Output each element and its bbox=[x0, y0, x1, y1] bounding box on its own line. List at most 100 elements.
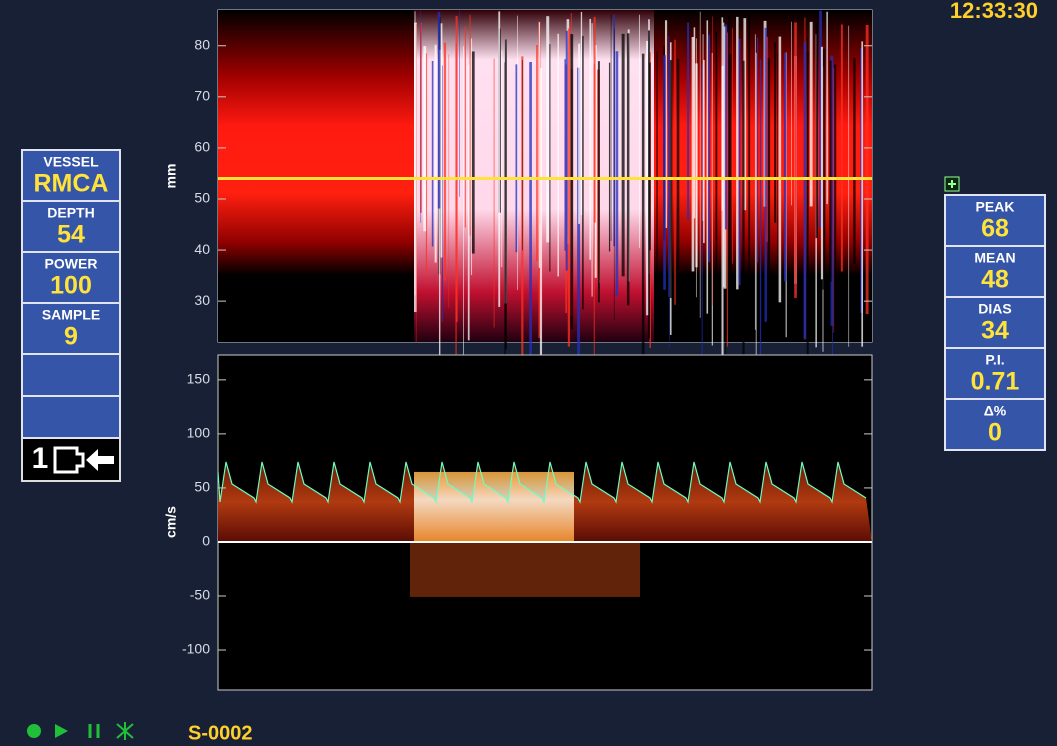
streak bbox=[440, 23, 443, 258]
streak bbox=[522, 60, 523, 251]
mmode-band bbox=[218, 10, 414, 342]
y-tick-label: 70 bbox=[194, 88, 210, 104]
streak bbox=[695, 38, 697, 298]
y-tick-label: 50 bbox=[194, 479, 210, 495]
streak bbox=[687, 22, 690, 221]
streak bbox=[420, 10, 422, 223]
play-button[interactable] bbox=[55, 724, 68, 738]
streak bbox=[721, 65, 724, 396]
streak bbox=[613, 28, 615, 321]
streak bbox=[848, 25, 850, 347]
streak bbox=[693, 27, 696, 219]
probe-arrow bbox=[86, 449, 114, 471]
streak bbox=[626, 33, 630, 306]
streak bbox=[728, 54, 732, 318]
streak bbox=[668, 36, 670, 263]
streak bbox=[723, 22, 725, 288]
param-value: 0.71 bbox=[971, 368, 1020, 396]
streak bbox=[467, 64, 470, 341]
streak bbox=[783, 52, 787, 282]
spectrum-neg bbox=[410, 541, 640, 597]
mmode-band bbox=[654, 10, 872, 342]
streak bbox=[803, 42, 807, 339]
y-tick-label: 0 bbox=[202, 533, 210, 549]
streak bbox=[865, 24, 869, 315]
streak bbox=[608, 62, 611, 252]
y-tick-label: 60 bbox=[194, 139, 210, 155]
y-axis-label: mm bbox=[163, 164, 179, 189]
pause-button[interactable] bbox=[88, 724, 100, 738]
param-box bbox=[21, 302, 121, 355]
param-value: 48 bbox=[981, 266, 1009, 294]
param-value: RMCA bbox=[34, 170, 109, 198]
streak bbox=[742, 60, 745, 389]
streak bbox=[469, 14, 471, 236]
streak bbox=[459, 10, 460, 197]
probe-number: 1 bbox=[32, 442, 49, 475]
y-tick-label: 80 bbox=[194, 36, 210, 52]
streak bbox=[414, 11, 416, 296]
streak bbox=[820, 46, 823, 280]
streak bbox=[656, 51, 658, 327]
y-tick-label: -50 bbox=[190, 587, 210, 603]
clock: 12:33:30 bbox=[950, 0, 1038, 23]
streak bbox=[437, 11, 441, 209]
streak bbox=[736, 16, 739, 290]
streak bbox=[536, 44, 538, 262]
streak bbox=[521, 56, 524, 360]
streak bbox=[706, 20, 709, 314]
streak bbox=[567, 28, 570, 347]
param-value: 54 bbox=[57, 221, 85, 249]
probe-icon bbox=[53, 446, 85, 474]
envelope bbox=[217, 461, 867, 504]
spectrum bbox=[217, 461, 872, 597]
param-label: P.I. bbox=[985, 352, 1004, 368]
streak bbox=[597, 61, 600, 303]
streak bbox=[615, 51, 619, 297]
streak bbox=[778, 36, 782, 303]
streak bbox=[701, 65, 703, 378]
record-button[interactable] bbox=[27, 724, 41, 738]
streak bbox=[815, 22, 818, 239]
y-tick-label: 100 bbox=[187, 425, 211, 441]
streak bbox=[578, 43, 581, 224]
streak bbox=[504, 39, 507, 350]
streak bbox=[539, 68, 543, 381]
param-label: PEAK bbox=[976, 199, 1015, 215]
study-id: S-0002 bbox=[188, 722, 253, 744]
streak bbox=[767, 58, 771, 338]
streak bbox=[610, 15, 612, 242]
streak bbox=[822, 48, 826, 290]
streak bbox=[702, 34, 704, 221]
streak bbox=[582, 35, 584, 310]
param-box bbox=[21, 200, 121, 253]
streak bbox=[755, 52, 757, 377]
streak bbox=[415, 24, 417, 343]
param-box bbox=[944, 398, 1046, 451]
streak bbox=[777, 52, 779, 314]
streak bbox=[691, 37, 695, 272]
streak bbox=[425, 53, 428, 278]
streak bbox=[423, 46, 427, 232]
streak bbox=[840, 24, 843, 272]
y-tick-label: -100 bbox=[182, 641, 210, 657]
streak bbox=[721, 17, 724, 211]
streak bbox=[674, 39, 676, 305]
streak bbox=[676, 58, 680, 270]
freeze-button[interactable] bbox=[116, 722, 134, 740]
param-label: Δ% bbox=[984, 403, 1007, 419]
streak bbox=[621, 33, 625, 277]
streak bbox=[699, 11, 701, 318]
streak bbox=[434, 44, 437, 263]
param-box bbox=[21, 353, 121, 397]
streak bbox=[471, 51, 475, 254]
param-box bbox=[21, 395, 121, 439]
streak bbox=[529, 62, 532, 365]
streak bbox=[748, 12, 751, 299]
streak bbox=[471, 38, 473, 275]
streak bbox=[754, 34, 756, 330]
streak bbox=[774, 42, 777, 223]
streak bbox=[501, 50, 503, 267]
streak bbox=[861, 41, 864, 347]
streak bbox=[455, 43, 457, 363]
